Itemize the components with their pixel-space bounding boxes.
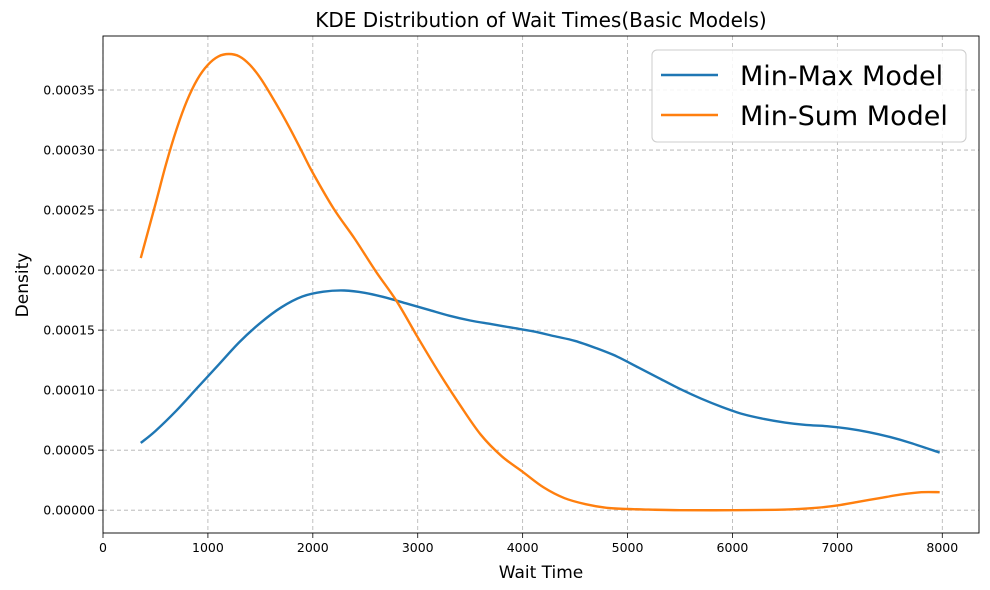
y-tick-label: 0.00015	[43, 323, 95, 338]
series-line-min-max-model	[140, 289, 941, 454]
x-tick-label: 4000	[507, 540, 539, 555]
tick-layer: 0 1000 2000 3000 4000 5000 6000 7000 8000 0.00000…	[43, 83, 958, 555]
axes-frame	[102, 35, 980, 534]
legend-box	[651, 49, 967, 143]
series-line-min-sum-model	[139, 52, 940, 512]
x-tick-label: 0	[99, 540, 107, 555]
x-tick-label: 6000	[717, 540, 749, 555]
y-tick-label: 0.00010	[43, 383, 95, 398]
legend: Min-Max Model Min-Sum Model	[651, 49, 967, 143]
x-tick-label: 7000	[821, 540, 853, 555]
y-axis-title: Density	[13, 253, 33, 318]
x-tick-label: 5000	[612, 540, 644, 555]
x-tick-label: 2000	[297, 540, 329, 555]
x-tick-label: 3000	[402, 540, 434, 555]
legend-label-min-max: Min-Max Model	[740, 61, 943, 92]
y-tick-label: 0.00020	[43, 263, 95, 278]
chart-title: KDE Distribution of Wait Times(Basic Mod…	[315, 8, 766, 32]
y-tick-label: 0.00030	[43, 143, 95, 158]
x-axis-title: Wait Time	[499, 563, 584, 583]
legend-label-min-sum: Min-Sum Model	[740, 101, 948, 132]
x-tick-label: 8000	[926, 540, 958, 555]
y-tick-label: 0.00005	[43, 443, 95, 458]
y-tick-label: 0.00035	[43, 83, 95, 98]
y-tick-label: 0.00000	[43, 503, 95, 518]
series-layer	[139, 52, 941, 512]
x-tick-label: 1000	[192, 540, 224, 555]
y-tick-label: 0.00025	[43, 203, 95, 218]
